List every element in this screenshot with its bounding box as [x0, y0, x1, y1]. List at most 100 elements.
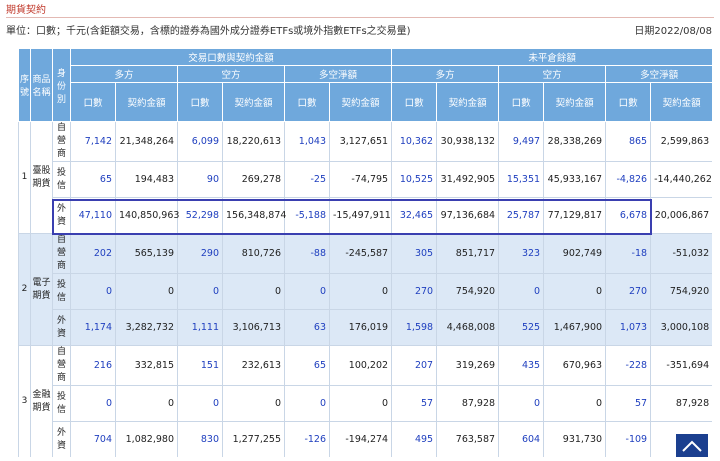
group-header: 交易口數與契約金額 [69, 48, 393, 66]
count-cell: 0 [70, 273, 116, 310]
count-cell: 63 [284, 309, 330, 346]
amount-cell: 232,613 [222, 345, 285, 386]
identity-cell: 投信 [52, 273, 71, 310]
data-row: 3 金融期貨 自營商 216 332,815 151 232,613 65 100,202 207… [18, 345, 712, 457]
amount-cell: 77,129,817 [543, 197, 607, 234]
header-row: 序號 商品名稱 身份別 交易口數與契約金額 未平倉餘額 [18, 48, 712, 122]
count-cell: 25,787 [498, 197, 545, 234]
identity-cell: 自營商 [52, 121, 71, 162]
count-cell: 65 [70, 161, 116, 198]
amount-cell: 30,938,132 [436, 121, 500, 162]
count-cell: 6,099 [177, 121, 223, 162]
count-cell: 525 [498, 309, 545, 346]
amount-cell: 18,220,613 [222, 121, 285, 162]
amount-cell: 931,730 [543, 421, 607, 457]
amount-cell: 4,468,008 [436, 309, 500, 346]
data-row: 投信 0 0 0 0 0 0 270 754,920 0 0 270 754,920 [19, 273, 712, 310]
side-header: 多方 [391, 65, 500, 83]
amount-cell: 45,933,167 [543, 161, 607, 198]
count-cell: 10,525 [391, 161, 438, 198]
count-cell: 1,043 [284, 121, 330, 162]
amount-cell: 100,202 [328, 345, 393, 386]
data-row: 1 臺股期貨 自營商 7,142 21,348,264 6,099 18,220,613 1,… [18, 121, 712, 234]
product-cell: 臺股期貨 [30, 121, 53, 234]
count-cell: -126 [284, 421, 330, 457]
amount-cell: 332,815 [115, 345, 178, 386]
seq-cell: 2 [18, 233, 31, 346]
amount-cell: 1,277,255 [222, 421, 285, 457]
count-cell: 305 [391, 233, 438, 274]
amount-cell: 902,749 [543, 233, 607, 274]
amount-cell: 670,963 [543, 345, 607, 386]
amount-cell: 0 [328, 273, 393, 310]
measure-header: 契約金額 [328, 82, 393, 122]
amount-cell: 0 [543, 385, 607, 422]
header-row: 多方 空方 多空淨額 多方 空方 多空淨額 [19, 65, 712, 83]
amount-cell: 0 [222, 385, 285, 422]
count-cell: -18 [605, 233, 652, 274]
measure-header: 口數 [498, 82, 545, 122]
side-header: 空方 [177, 65, 285, 83]
count-cell: -109 [605, 421, 652, 457]
identity-cell: 外資 [52, 197, 71, 234]
identity-cell: 自營商 [52, 345, 71, 386]
side-header: 多方 [70, 65, 178, 83]
scroll-top-button[interactable] [676, 434, 708, 457]
count-cell: -25 [284, 161, 330, 198]
amount-cell: 0 [115, 273, 178, 310]
identity-cell: 投信 [52, 385, 71, 422]
count-cell: 1,174 [70, 309, 116, 346]
count-cell: 202 [70, 233, 116, 274]
count-cell: 9,497 [498, 121, 545, 162]
count-cell: 32,465 [391, 197, 438, 234]
data-row: 外資 704 1,082,980 830 1,277,255 -126 -194,274 49… [19, 421, 712, 457]
data-row: 外資 1,174 3,282,732 1,111 3,106,713 63 176,019 1… [19, 309, 712, 346]
amount-cell: 0 [115, 385, 178, 422]
amount-cell: 0 [328, 385, 393, 422]
measure-header: 契約金額 [115, 82, 178, 122]
measure-header: 口數 [177, 82, 223, 122]
count-cell: 90 [177, 161, 223, 198]
amount-cell: 754,920 [650, 273, 712, 310]
amount-cell: 156,348,874 [222, 197, 286, 234]
count-cell: 216 [70, 345, 116, 386]
count-cell: -5,188 [284, 197, 330, 234]
amount-cell: 810,726 [222, 233, 285, 274]
count-cell: 270 [391, 273, 438, 310]
count-cell: -4,826 [605, 161, 652, 198]
amount-cell: 851,717 [436, 233, 500, 274]
data-row: 外資 47,110 140,850,963 52,298 156,348,874 -5,1… [19, 197, 712, 234]
data-row: 2 電子期貨 自營商 202 565,139 290 810,726 -88 -245,587 3… [18, 233, 712, 346]
unit-note: 單位：口數；千元(含鉅額交易，含標的證券為國外成分證券ETFs或境外指數ETFs… [6, 26, 411, 37]
count-cell: 47,110 [70, 197, 116, 234]
amount-cell: 194,483 [115, 161, 178, 198]
amount-cell: 20,006,867 [650, 197, 712, 234]
amount-cell: 319,269 [436, 345, 500, 386]
count-cell: 6,678 [605, 197, 652, 234]
count-cell: 15,351 [498, 161, 545, 198]
measure-header: 契約金額 [543, 82, 607, 122]
count-cell: 604 [498, 421, 545, 457]
amount-cell: 754,920 [436, 273, 500, 310]
amount-cell: 269,278 [222, 161, 285, 198]
identity-cell: 外資 [52, 309, 71, 346]
header-cell: 商品名稱 [30, 48, 53, 122]
count-cell: 52,298 [177, 197, 223, 234]
table-wrap: 序號 商品名稱 身份別 交易口數與契約金額 未平倉餘額 多方 空方 多空淨額 多方 空方 多空淨額口… [18, 48, 712, 457]
count-cell: 1,073 [605, 309, 652, 346]
amount-cell: 3,000,108 [650, 309, 712, 346]
count-cell: 270 [605, 273, 652, 310]
count-cell: 704 [70, 421, 116, 457]
measure-header: 口數 [391, 82, 438, 122]
count-cell: 57 [391, 385, 438, 422]
amount-cell: 97,136,684 [436, 197, 500, 234]
count-cell: 435 [498, 345, 545, 386]
amount-cell: -74,795 [328, 161, 393, 198]
amount-cell: 87,928 [436, 385, 500, 422]
amount-cell: -51,032 [650, 233, 712, 274]
count-cell: 290 [177, 233, 223, 274]
seq-cell: 1 [18, 121, 31, 234]
count-cell: 0 [177, 273, 223, 310]
count-cell: -228 [605, 345, 652, 386]
amount-cell: 28,338,269 [543, 121, 607, 162]
